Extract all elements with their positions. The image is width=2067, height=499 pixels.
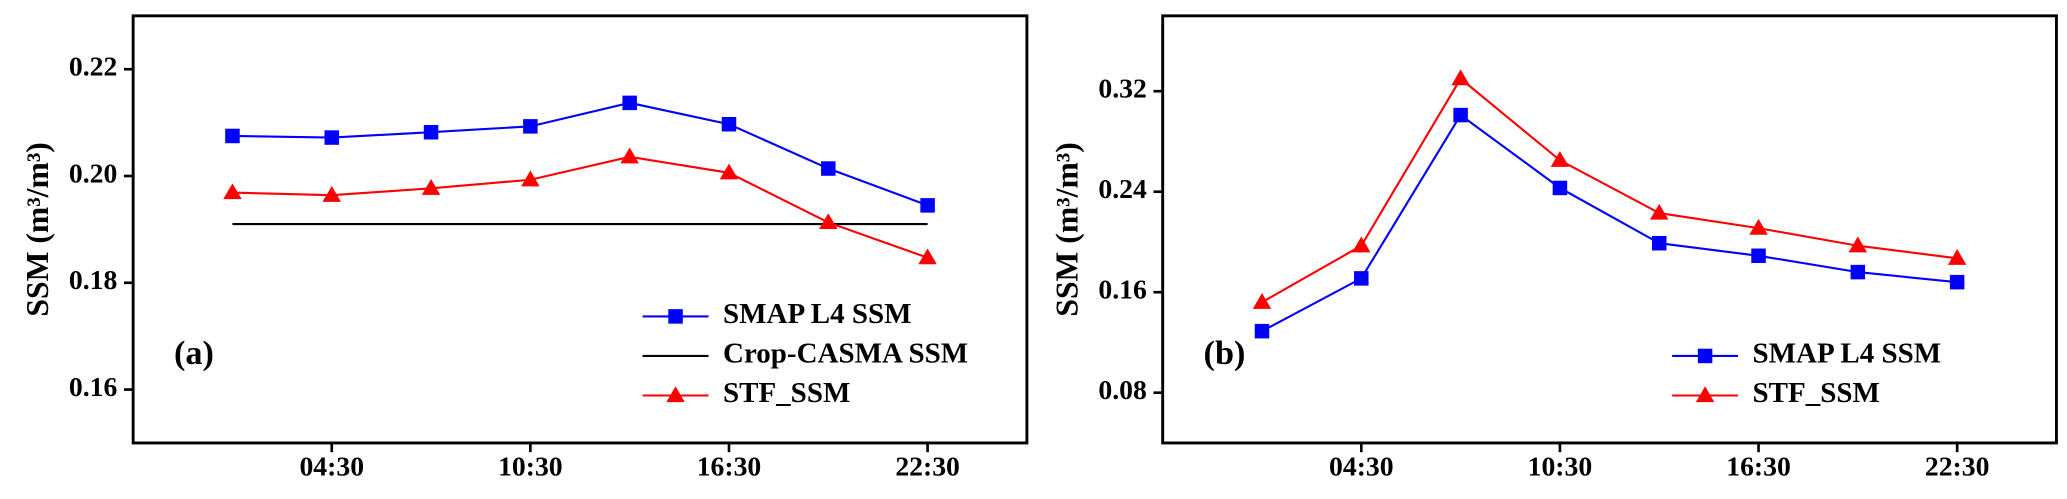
marker [1651, 235, 1667, 251]
x-tick-label: 10:30 [498, 451, 563, 482]
x-tick-label: 22:30 [1925, 451, 1990, 482]
legend-label: SMAP L4 SSM [1753, 338, 1942, 370]
y-tick-label: 0.16 [1098, 274, 1147, 305]
marker [1552, 180, 1568, 196]
legend-marker [1697, 348, 1713, 364]
x-tick-label: 10:30 [1528, 451, 1593, 482]
marker [1453, 107, 1468, 123]
x-tick-label: 04:30 [1329, 451, 1394, 482]
marker [918, 248, 937, 265]
marker [1749, 218, 1768, 235]
y-tick-label: 0.24 [1098, 173, 1147, 204]
marker [819, 213, 838, 230]
y-tick-label: 0.22 [69, 51, 117, 82]
series-line [1261, 77, 1958, 304]
marker [1850, 264, 1866, 280]
legend-marker [668, 309, 683, 324]
marker [521, 170, 540, 187]
x-tick-label: 16:30 [1726, 451, 1791, 482]
marker [1947, 249, 1967, 265]
marker [1252, 293, 1272, 309]
series-line [232, 101, 928, 207]
panel-label: (a) [174, 334, 214, 372]
legend-marker [666, 386, 685, 403]
plot-frame [131, 14, 1029, 445]
marker [920, 198, 935, 213]
marker [622, 95, 637, 111]
y-tick-label: 0.16 [69, 371, 118, 402]
marker [620, 147, 639, 164]
marker [721, 116, 737, 132]
x-tick-label: 04:30 [299, 451, 364, 482]
marker [421, 179, 441, 195]
legend-label: SMAP L4 SSM [723, 298, 912, 330]
y-axis-label: SSM (m³/m³) [1050, 142, 1085, 316]
marker [1751, 248, 1766, 264]
legend-label: STF_SSM [1753, 377, 1880, 409]
marker [324, 130, 340, 145]
marker [719, 163, 739, 180]
x-tick-label: 16:30 [697, 451, 762, 482]
y-axis-label: SSM (m³/m³) [20, 142, 55, 316]
y-tick-label: 0.18 [69, 264, 117, 295]
marker [821, 161, 836, 176]
marker [1550, 151, 1570, 167]
marker [523, 119, 538, 134]
marker [1949, 274, 1965, 290]
legend-marker [1695, 386, 1715, 403]
marker [225, 128, 240, 144]
legend-label: Crop-CASMA SSM [723, 338, 968, 370]
marker [322, 186, 341, 202]
marker [1254, 323, 1270, 339]
series-line [232, 155, 928, 259]
marker [1451, 69, 1470, 86]
marker [1354, 271, 1369, 286]
panel-label: (b) [1204, 334, 1246, 372]
marker [1848, 236, 1868, 253]
marker [423, 124, 439, 140]
y-tick-label: 0.32 [1098, 73, 1146, 104]
series-line [1261, 113, 1958, 333]
marker [1352, 236, 1371, 253]
plot-frame [1161, 14, 2058, 445]
x-tick-label: 22:30 [895, 451, 960, 482]
y-tick-label: 0.20 [69, 157, 117, 188]
marker [223, 183, 242, 200]
legend-label: STF_SSM [723, 377, 850, 409]
y-tick-label: 0.08 [1098, 374, 1146, 405]
marker [1649, 203, 1669, 220]
